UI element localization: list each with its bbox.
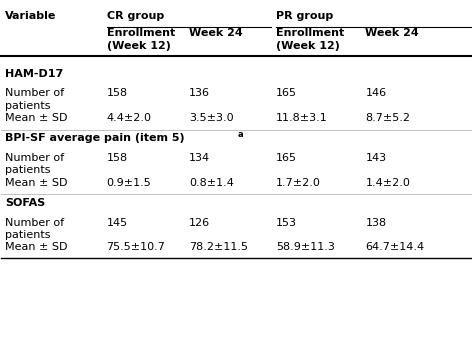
Text: 58.9±11.3: 58.9±11.3 xyxy=(276,243,335,252)
Text: 126: 126 xyxy=(189,218,210,228)
Text: 1.4±2.0: 1.4±2.0 xyxy=(365,178,410,188)
Text: Week 24: Week 24 xyxy=(189,28,243,38)
Text: 1.7±2.0: 1.7±2.0 xyxy=(276,178,321,188)
Text: 0.8±1.4: 0.8±1.4 xyxy=(189,178,234,188)
Text: 64.7±14.4: 64.7±14.4 xyxy=(365,243,424,252)
Text: (Week 12): (Week 12) xyxy=(107,41,170,51)
Text: 0.9±1.5: 0.9±1.5 xyxy=(107,178,152,188)
Text: 11.8±3.1: 11.8±3.1 xyxy=(276,113,328,123)
Text: Mean ± SD: Mean ± SD xyxy=(5,243,68,252)
Text: Week 24: Week 24 xyxy=(365,28,419,38)
Text: 134: 134 xyxy=(189,153,210,163)
Text: (Week 12): (Week 12) xyxy=(276,41,340,51)
Text: 8.7±5.2: 8.7±5.2 xyxy=(365,113,411,123)
Text: patients: patients xyxy=(5,230,51,240)
Text: 78.2±11.5: 78.2±11.5 xyxy=(189,243,248,252)
Text: 75.5±10.7: 75.5±10.7 xyxy=(107,243,166,252)
Text: a: a xyxy=(237,130,243,139)
Text: Mean ± SD: Mean ± SD xyxy=(5,113,68,123)
Text: Variable: Variable xyxy=(5,11,57,21)
Text: 158: 158 xyxy=(107,153,128,163)
Text: 3.5±3.0: 3.5±3.0 xyxy=(189,113,234,123)
Text: CR group: CR group xyxy=(107,11,164,21)
Text: HAM-D17: HAM-D17 xyxy=(5,69,64,78)
Text: 165: 165 xyxy=(276,88,297,99)
Text: patients: patients xyxy=(5,101,51,111)
Text: 136: 136 xyxy=(189,88,210,99)
Text: 158: 158 xyxy=(107,88,128,99)
Text: Number of: Number of xyxy=(5,88,65,99)
Text: 146: 146 xyxy=(365,88,387,99)
Text: Enrollment: Enrollment xyxy=(276,28,344,38)
Text: 145: 145 xyxy=(107,218,128,228)
Text: 138: 138 xyxy=(365,218,387,228)
Text: Enrollment: Enrollment xyxy=(107,28,175,38)
Text: 165: 165 xyxy=(276,153,297,163)
Text: PR group: PR group xyxy=(276,11,333,21)
Text: 4.4±2.0: 4.4±2.0 xyxy=(107,113,152,123)
Text: patients: patients xyxy=(5,165,51,175)
Text: BPI-SF average pain (item 5): BPI-SF average pain (item 5) xyxy=(5,133,185,143)
Text: Mean ± SD: Mean ± SD xyxy=(5,178,68,188)
Text: 143: 143 xyxy=(365,153,387,163)
Text: 153: 153 xyxy=(276,218,297,228)
Text: Number of: Number of xyxy=(5,218,65,228)
Text: Number of: Number of xyxy=(5,153,65,163)
Text: SOFAS: SOFAS xyxy=(5,198,46,208)
